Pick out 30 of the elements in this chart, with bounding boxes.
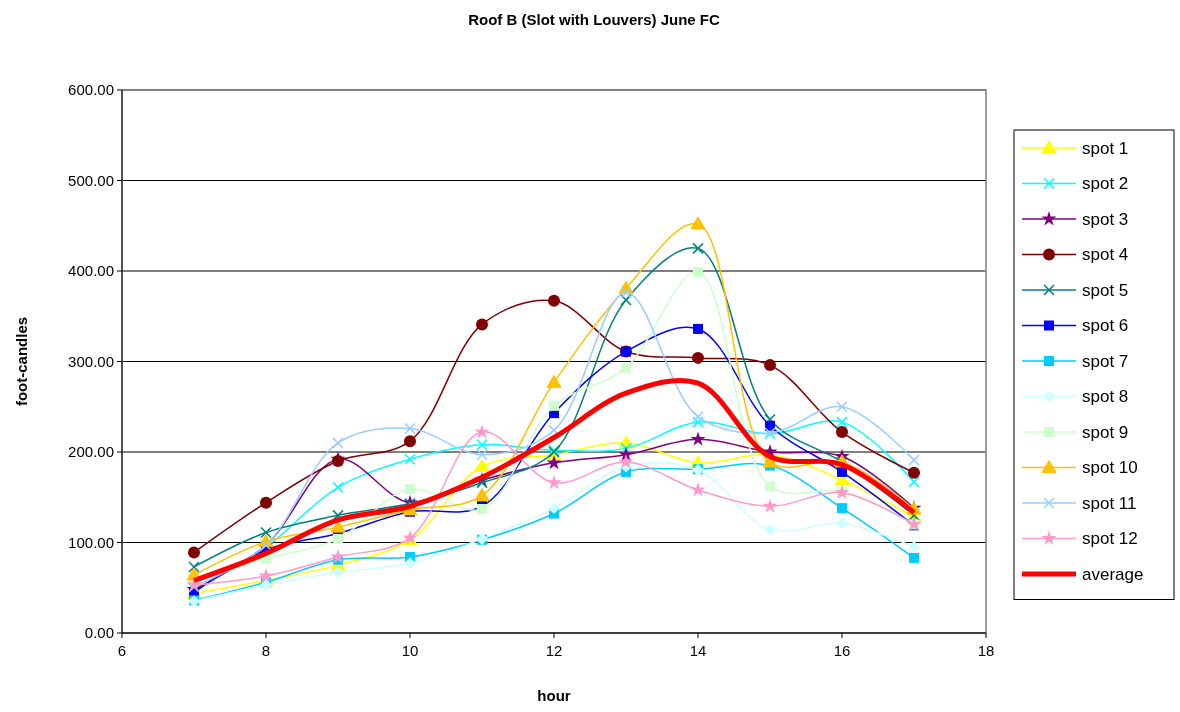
legend-label: spot 10: [1082, 458, 1138, 478]
x-tick-label: 10: [401, 642, 419, 659]
y-tick-label: 600.00: [68, 81, 114, 99]
y-tick-label: 100.00: [68, 533, 114, 551]
legend-label: spot 5: [1082, 280, 1129, 300]
legend-label: spot 2: [1082, 174, 1129, 194]
x-tick-label: 8: [261, 642, 271, 659]
legend-label: spot 9: [1082, 422, 1129, 442]
legend-label: spot 8: [1082, 387, 1129, 407]
y-tick-label: 200.00: [68, 443, 114, 461]
legend-label: average: [1082, 564, 1144, 584]
y-tick-label: 0.00: [84, 624, 114, 642]
x-tick-label: 6: [117, 642, 127, 659]
legend-label: spot 6: [1082, 316, 1129, 336]
legend-label: spot 12: [1082, 529, 1138, 549]
legend-label: spot 11: [1082, 493, 1137, 513]
x-tick-label: 16: [833, 642, 851, 659]
y-tick-label: 500.00: [68, 171, 114, 189]
x-axis-title: hour: [537, 687, 571, 704]
x-tick-label: 12: [545, 642, 563, 659]
y-tick-label: 300.00: [68, 352, 114, 370]
legend-label: spot 1: [1082, 138, 1129, 158]
legend-label: spot 7: [1082, 351, 1129, 371]
x-tick-label: 14: [689, 642, 707, 659]
legend-label: spot 4: [1082, 245, 1129, 265]
y-tick-label: 400.00: [68, 262, 114, 280]
y-axis-title: foot-candles: [13, 316, 30, 407]
chart-title: Roof B (Slot with Louvers) June FC: [468, 11, 720, 28]
x-tick-label: 18: [977, 642, 995, 659]
legend-label: spot 3: [1082, 209, 1129, 229]
